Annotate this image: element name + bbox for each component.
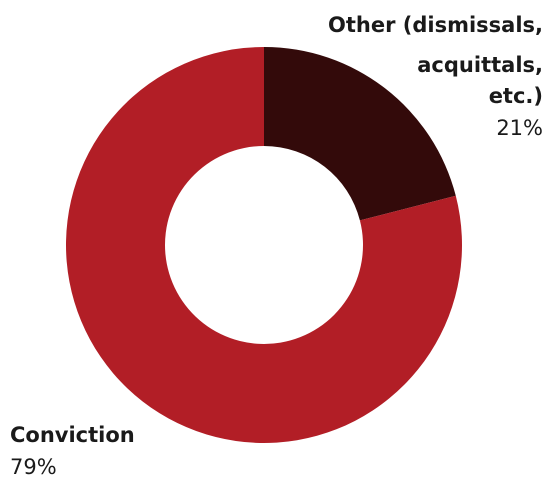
slice-value-other: 21% — [496, 116, 543, 140]
slice-label-other-line-1: Other (dismissals, — [328, 13, 543, 37]
slice-label-other-line-3: etc.) — [489, 84, 543, 108]
slice-value-conviction: 79% — [10, 455, 57, 479]
donut-slice-conviction — [66, 47, 463, 443]
slice-label-other: Other (dismissals, acquittals, etc.) 21% — [328, 13, 543, 140]
donut-slices — [66, 47, 463, 443]
slice-label-conviction-line-1: Conviction — [10, 423, 135, 447]
slice-label-other-line-2: acquittals, — [417, 53, 543, 77]
donut-slice-other — [264, 47, 456, 221]
slice-label-conviction: Conviction 79% — [10, 423, 135, 479]
